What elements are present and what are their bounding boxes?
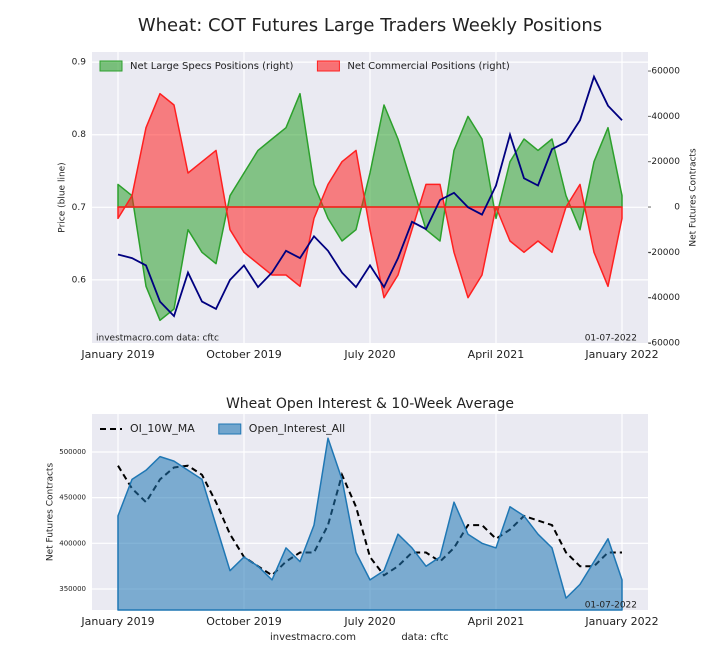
y-tick-label: 400000 bbox=[59, 539, 86, 547]
y2-tick-label: -40000 bbox=[648, 293, 680, 303]
x-tick-label: October 2019 bbox=[206, 615, 282, 628]
chart-title: Wheat: COT Futures Large Traders Weekly … bbox=[138, 15, 602, 36]
legend-label: Open_Interest_All bbox=[249, 422, 345, 435]
line bbox=[117, 74, 623, 318]
footer-text: data: cftc bbox=[401, 632, 448, 643]
legend-label: Net Commercial Positions (right) bbox=[347, 61, 509, 72]
footer-text: investmacro.com bbox=[270, 632, 356, 643]
area bbox=[117, 92, 623, 299]
y-tick-label: 0.8 bbox=[72, 130, 87, 140]
x-tick-label: January 2019 bbox=[80, 348, 154, 361]
y-axis-label: Price (blue line) bbox=[58, 162, 68, 232]
x-tick-label: January 2022 bbox=[584, 348, 658, 361]
x-tick-label: July 2020 bbox=[343, 615, 395, 628]
x-tick-label: July 2020 bbox=[343, 348, 395, 361]
x-tick-label: January 2019 bbox=[80, 615, 154, 628]
y2-tick-label: 0 bbox=[674, 203, 680, 213]
legend-swatch bbox=[218, 423, 242, 435]
y-tick-label: 450000 bbox=[59, 494, 86, 502]
legend-label: OI_10W_MA bbox=[130, 422, 195, 435]
area bbox=[117, 437, 623, 611]
x-tick-label: April 2021 bbox=[468, 615, 525, 628]
annotation: 01-07-2022 bbox=[585, 601, 637, 611]
x-tick-label: January 2022 bbox=[584, 615, 658, 628]
y2-tick-label: 60000 bbox=[651, 67, 680, 77]
x-tick-label: April 2021 bbox=[468, 348, 525, 361]
line bbox=[117, 464, 622, 577]
y-axis-label: Net Futures Contracts bbox=[46, 463, 56, 562]
y2-tick-label: -60000 bbox=[648, 339, 680, 349]
y-tick-label: 0.7 bbox=[72, 203, 86, 213]
y-tick-label: 500000 bbox=[59, 448, 86, 456]
legend-swatch bbox=[316, 60, 340, 72]
y-tick-label: 350000 bbox=[59, 585, 86, 593]
y-tick-label: 0.6 bbox=[72, 275, 87, 285]
y2-tick-label: 20000 bbox=[651, 157, 680, 167]
annotation: investmacro.com data: cftc bbox=[96, 334, 219, 344]
y2-tick-label: -20000 bbox=[648, 248, 680, 258]
annotation: 01-07-2022 bbox=[585, 334, 637, 344]
legend-label: Net Large Specs Positions (right) bbox=[130, 61, 294, 72]
y2-axis-label: Net Futures Contracts bbox=[689, 148, 699, 247]
y-tick-label: 0.9 bbox=[72, 58, 87, 68]
y2-tick-label: 40000 bbox=[651, 112, 680, 122]
x-tick-label: October 2019 bbox=[206, 348, 282, 361]
chart-title: Wheat Open Interest & 10-Week Average bbox=[226, 396, 514, 412]
legend-swatch bbox=[99, 60, 123, 72]
